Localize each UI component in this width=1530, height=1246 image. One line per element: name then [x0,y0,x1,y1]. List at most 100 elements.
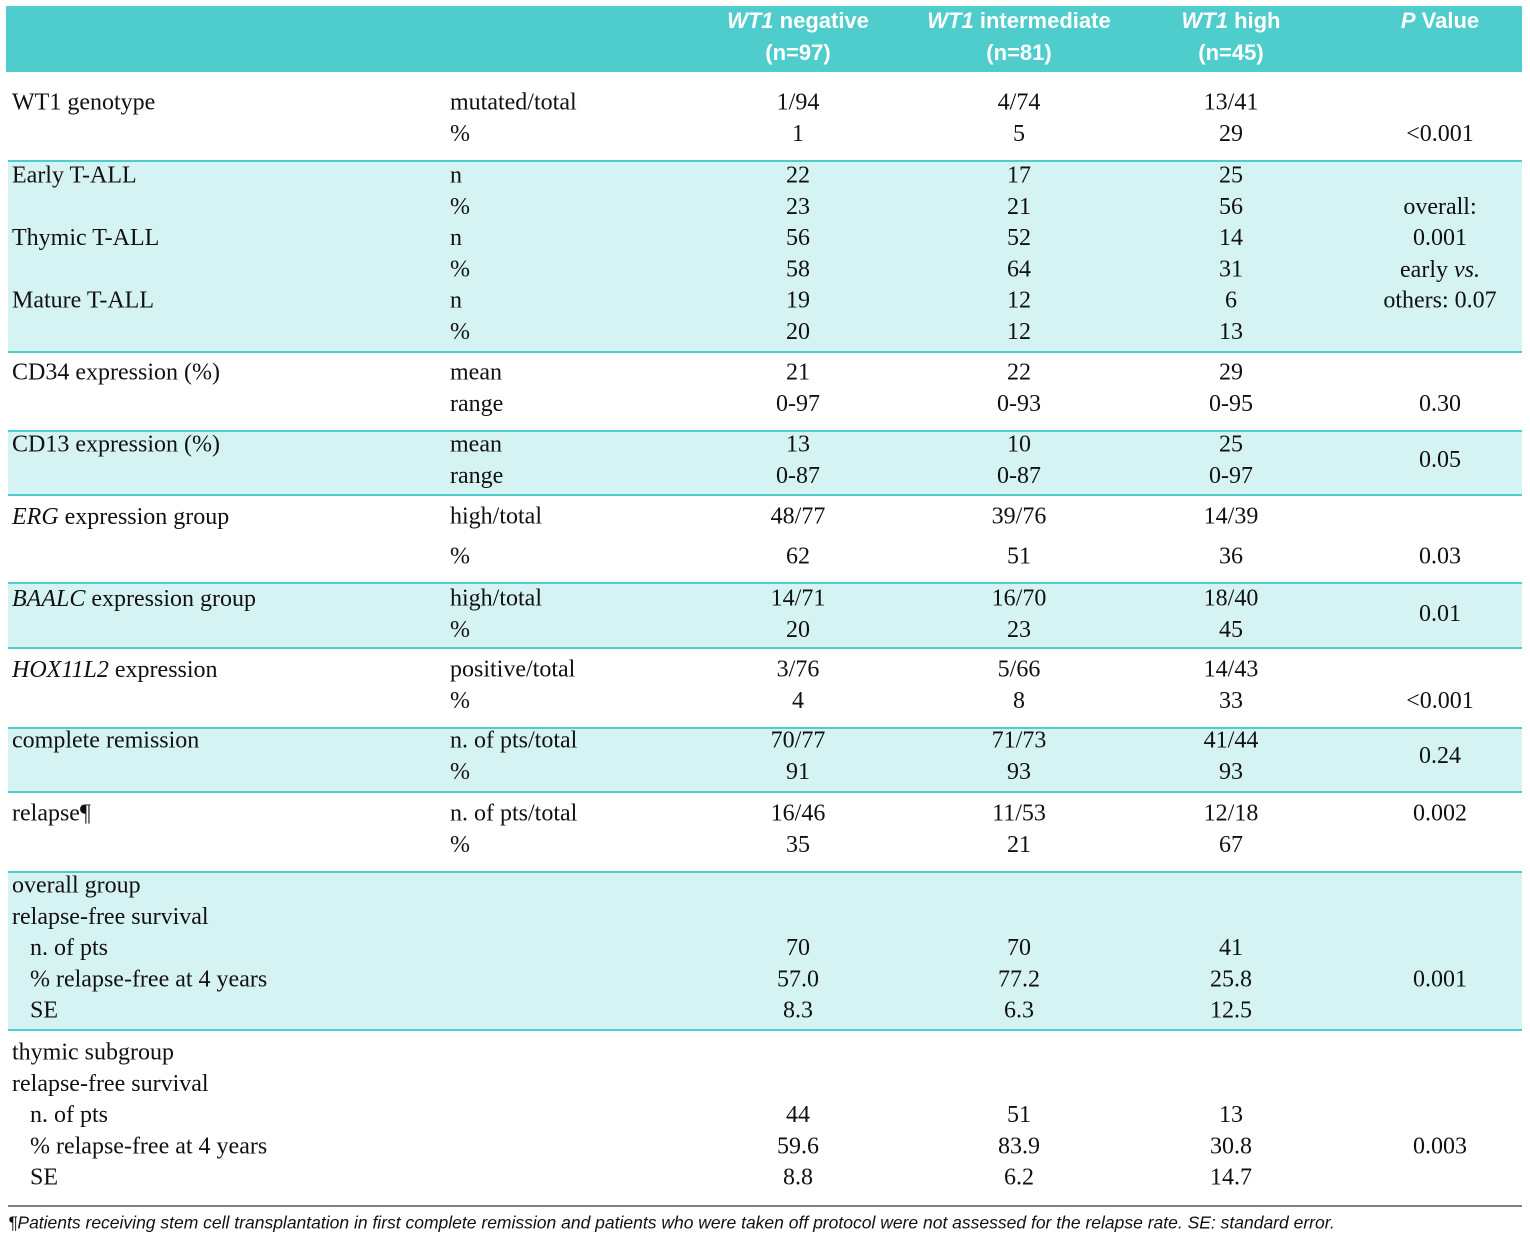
cell-value: 21 [1007,194,1031,220]
row-sublabel: n [450,288,462,314]
cell-value: 93 [1219,759,1243,785]
cell-value: 67 [1219,832,1243,858]
column-n: (n=97) [765,40,830,65]
row-label-part: BAALC [12,586,86,612]
row-sublabel: positive/total [450,657,576,683]
row-label: relapse-free survival [12,1071,209,1097]
row-sublabel: mean [450,360,502,386]
cell-value: 41 [1219,935,1243,961]
cell-value: 52 [1007,225,1031,251]
cell-value: 3/76 [777,657,820,683]
cell-value: 6 [1225,288,1237,314]
cell-value: 36 [1219,544,1243,570]
row-label: Thymic T-ALL [12,225,159,251]
cell-value: 14/39 [1204,504,1259,530]
cell-value: 11/53 [992,801,1046,827]
cell-value: 0-87 [776,463,820,489]
row-sublabel: % [450,759,470,785]
cell-value: 14/71 [771,586,826,612]
cell-value: 1 [792,121,804,147]
cell-value: 33 [1219,688,1243,714]
p-value: 0.03 [1419,544,1461,570]
row-label: SE [30,1165,58,1191]
cell-value: 13 [1219,319,1243,345]
cell-value: 91 [786,759,810,785]
row-label: relapse-free survival [12,904,209,930]
cell-value: 45 [1219,617,1243,643]
cell-value: 51 [1007,544,1031,570]
column-title-part: intermediate [974,8,1111,33]
cell-value: 23 [786,194,810,220]
p-value: 0.01 [1419,601,1461,627]
row-label-part: HOX11L2 [11,657,109,683]
row-label: n. of pts [30,1102,108,1128]
column-title: P Value [1401,8,1479,33]
cell-value: 0-97 [776,391,820,417]
cell-value: 29 [1219,121,1243,147]
column-title-part: negative [774,8,869,33]
row-sublabel: mean [450,432,502,458]
row-sublabel: n [450,225,462,251]
cell-value: 0-95 [1209,391,1253,417]
cell-value: 6.2 [1004,1165,1034,1191]
cell-value: 8 [1013,688,1025,714]
cell-value: 31 [1219,256,1243,282]
row-sublabel: mutated/total [450,90,577,116]
column-title: WT1 negative [727,8,869,33]
cell-value: 58 [786,256,810,282]
row-label: HOX11L2 expression [11,657,218,683]
p-value-part: early [1400,256,1454,282]
cell-value: 5 [1013,121,1025,147]
cell-value: 23 [1007,617,1031,643]
row-sublabel: n. of pts/total [450,728,578,754]
column-title: WT1 intermediate [927,8,1110,33]
cell-value: 59.6 [777,1133,819,1159]
row-sublabel: % [450,256,470,282]
cell-value: 20 [786,319,810,345]
cell-value: 14.7 [1210,1165,1252,1191]
p-value: others: 0.07 [1383,288,1496,314]
column-n: (n=81) [986,40,1051,65]
header-band [6,6,1522,72]
cell-value: 13/41 [1204,90,1259,116]
row-label-part: expression group [85,586,256,612]
row-label: % relapse-free at 4 years [30,1133,267,1159]
row-sublabel: % [450,121,470,147]
cell-value: 93 [1007,759,1031,785]
cell-value: 12.5 [1210,998,1252,1024]
row-sublabel: % [450,617,470,643]
row-label: CD13 expression (%) [12,432,220,458]
row-sublabel: % [450,194,470,220]
row-label: Early T-ALL [12,163,137,189]
cell-value: 5/66 [998,657,1041,683]
cell-value: 39/76 [992,504,1047,530]
cell-value: 1/94 [777,90,820,116]
row-label-part: ERG [11,504,59,530]
row-label: relapse¶ [12,801,91,827]
cell-value: 25.8 [1210,966,1252,992]
row-label: n. of pts [30,935,108,961]
cell-value: 21 [786,360,810,386]
cell-value: 20 [786,617,810,643]
cell-value: 16/70 [992,586,1047,612]
column-title-part: WT1 [727,8,773,33]
cell-value: 12 [1007,319,1031,345]
cell-value: 10 [1007,432,1031,458]
cell-value: 17 [1007,163,1031,189]
cell-value: 4 [792,688,804,714]
row-sublabel: high/total [450,504,542,530]
column-title: WT1 high [1182,8,1281,33]
cell-value: 25 [1219,432,1243,458]
cell-value: 25 [1219,163,1243,189]
cell-value: 83.9 [998,1133,1040,1159]
p-value: early vs. [1400,256,1480,282]
cell-value: 19 [786,288,810,314]
column-title-part: WT1 [927,8,973,33]
row-label: WT1 genotype [12,90,155,116]
row-label: SE [30,998,58,1024]
cell-value: 70 [1007,935,1031,961]
cell-value: 0-87 [997,463,1041,489]
row-band [8,873,1522,1029]
cell-value: 56 [786,225,810,251]
row-band [8,162,1522,351]
